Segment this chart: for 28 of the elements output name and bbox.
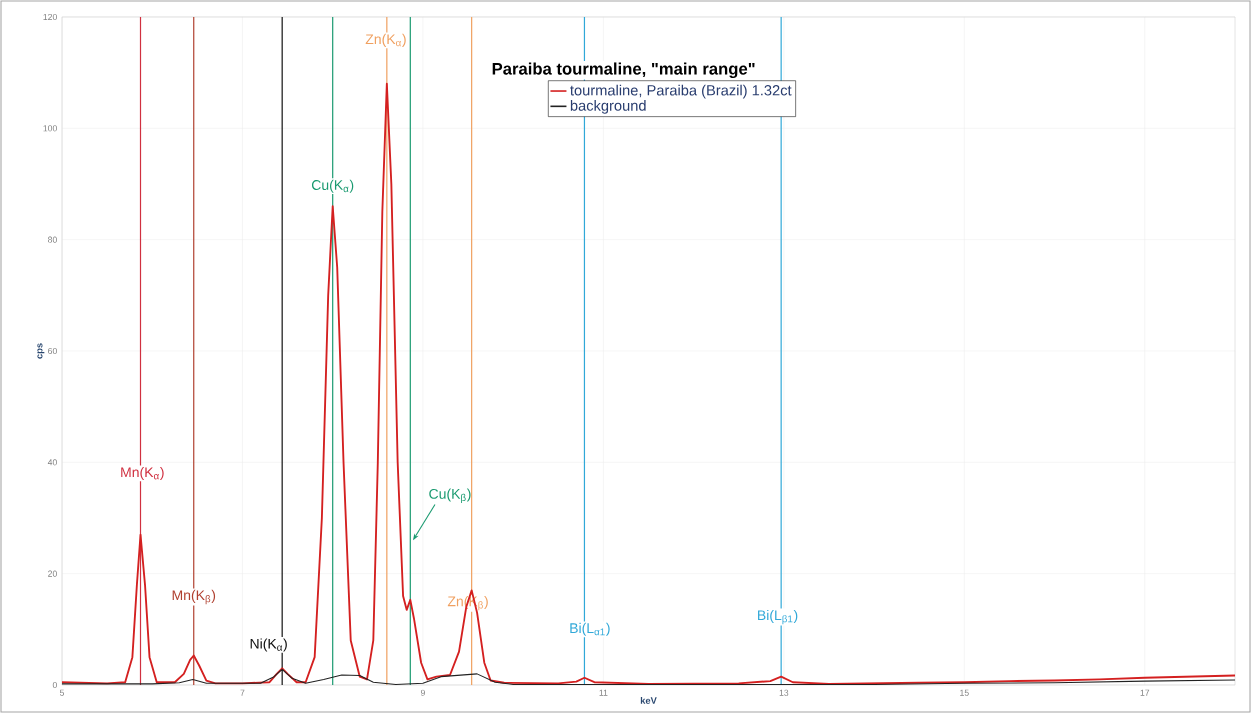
x-tick-label: 7	[240, 689, 245, 696]
ref-line-label: Zn(K$_{α}$)	[365, 33, 406, 47]
ref-line-label: Bi(L$_{α1}$)	[570, 622, 610, 636]
x-tick-label: 5	[59, 689, 65, 696]
y-tick-label: 60	[48, 347, 57, 355]
y-tick-label: 120	[43, 13, 57, 21]
y-tick-label: 20	[48, 570, 57, 577]
x-tick-label: 13	[779, 689, 789, 696]
y-tick-label: 40	[47, 459, 57, 466]
y-tick-label: 100	[43, 125, 57, 132]
ref-line-label: Mn(K$_{α}$)	[121, 466, 164, 480]
x-tick-label: 15	[960, 689, 969, 696]
legend-label: background	[570, 100, 646, 114]
y-tick-label: 0	[52, 681, 57, 689]
ref-line-label: Cu(K$_{α}$)	[311, 179, 354, 193]
x-axis-title: keV	[640, 697, 657, 704]
legend-title: Paraiba tourmaline, "main range"	[492, 62, 755, 79]
x-tick-label: 11	[599, 689, 608, 696]
x-tick-label: 9	[420, 689, 425, 696]
y-axis-title: cps	[37, 343, 45, 359]
legend-label: tourmaline, Paraiba (Brazil) 1.32ct	[570, 84, 792, 99]
ref-line-label: Mn(K$_{β}$)	[172, 589, 216, 605]
ref-line-label: Cu(K$_{β}$)	[429, 488, 471, 503]
line-series	[61, 668, 1236, 685]
y-tick-label: 80	[48, 236, 57, 243]
x-tick-label: 17	[1140, 689, 1150, 696]
ref-line-label: Bi(L$_{β1}$)	[758, 609, 798, 625]
ref-line-label: Ni(K$_{α}$)	[250, 638, 287, 652]
